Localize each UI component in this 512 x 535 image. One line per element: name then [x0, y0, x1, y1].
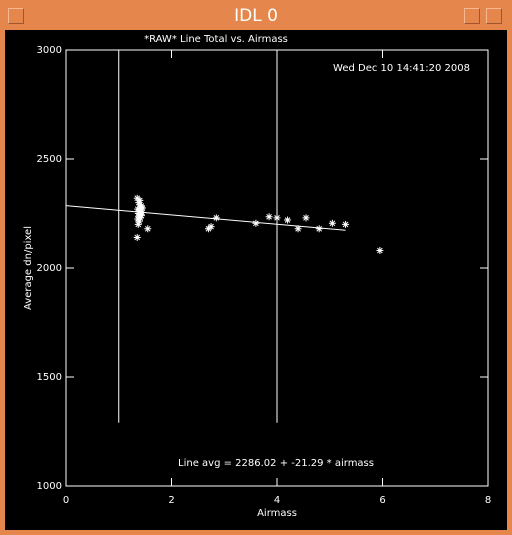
chart-title: *RAW* Line Total vs. Airmass: [144, 34, 288, 45]
y-tick-label: 3000: [37, 45, 62, 56]
data-point: [144, 225, 152, 233]
data-point: [138, 204, 146, 212]
data-point: [252, 219, 260, 227]
data-point: [136, 214, 144, 222]
x-tick-label: 8: [485, 495, 491, 506]
y-tick-label: 2000: [37, 263, 62, 274]
data-point: [342, 220, 350, 228]
y-axis-label: Average dn/pixel: [23, 226, 34, 310]
data-point: [207, 223, 215, 231]
x-tick-label: 6: [379, 495, 385, 506]
minimize-button[interactable]: [464, 8, 480, 24]
x-tick-label: 0: [63, 495, 69, 506]
data-point: [376, 247, 384, 255]
plot-background: [5, 30, 507, 530]
data-point: [302, 214, 310, 222]
data-point: [328, 219, 336, 227]
y-tick-label: 2500: [37, 154, 62, 165]
data-point: [135, 199, 143, 207]
chart: *RAW* Line Total vs. Airmass Wed Dec 10 …: [5, 30, 507, 530]
data-point: [135, 217, 143, 225]
maximize-button[interactable]: [486, 8, 502, 24]
y-tick-label: 1500: [37, 372, 62, 383]
data-point: [284, 216, 292, 224]
title-bar: IDL 0: [0, 0, 512, 30]
data-point: [212, 214, 220, 222]
data-point: [294, 225, 302, 233]
window-title: IDL 0: [234, 6, 278, 26]
data-point: [315, 225, 323, 233]
x-tick-label: 2: [168, 495, 174, 506]
data-point: [265, 213, 273, 221]
data-point: [136, 196, 144, 204]
timestamp: Wed Dec 10 14:41:20 2008: [333, 63, 470, 74]
fit-line: [65, 205, 346, 231]
data-point: [137, 212, 145, 220]
data-point: [134, 220, 142, 228]
menu-button[interactable]: [8, 8, 24, 24]
data-point: [133, 233, 141, 241]
data-point: [273, 214, 281, 222]
fit-annotation: Line avg = 2286.02 + -21.29 * airmass: [178, 458, 374, 469]
x-tick-label: 4: [274, 495, 280, 506]
y-tick-label: 1000: [37, 481, 62, 492]
x-axis-label: Airmass: [257, 508, 297, 519]
data-point: [137, 202, 145, 210]
